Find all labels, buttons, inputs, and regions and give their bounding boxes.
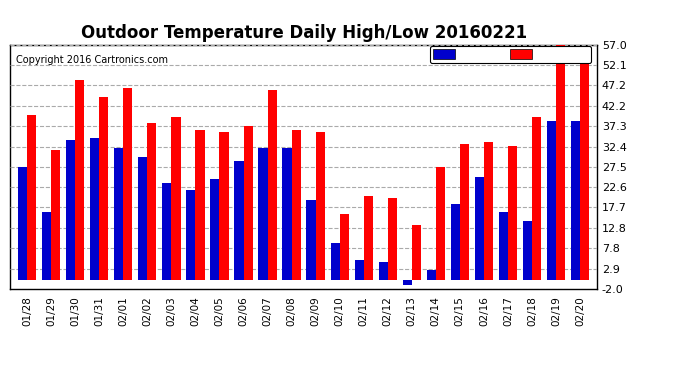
Bar	[484, 142, 493, 280]
Bar	[451, 204, 460, 280]
Bar	[523, 220, 532, 280]
Bar	[171, 117, 181, 280]
Bar	[268, 90, 277, 280]
Bar	[282, 148, 292, 280]
Bar	[412, 225, 421, 280]
Bar	[90, 138, 99, 280]
Bar	[532, 117, 541, 280]
Bar	[556, 43, 565, 280]
Bar	[210, 179, 219, 280]
Bar	[436, 167, 445, 280]
Title: Outdoor Temperature Daily High/Low 20160221: Outdoor Temperature Daily High/Low 20160…	[81, 24, 526, 42]
Bar	[475, 177, 484, 280]
Bar	[219, 132, 228, 280]
Bar	[306, 200, 315, 280]
Bar	[403, 280, 412, 285]
Bar	[331, 243, 339, 280]
Bar	[99, 97, 108, 280]
Bar	[580, 60, 589, 280]
Bar	[186, 190, 195, 280]
Bar	[364, 196, 373, 280]
Bar	[315, 132, 325, 280]
Bar	[138, 156, 148, 280]
Bar	[292, 130, 301, 280]
Bar	[195, 130, 204, 280]
Legend: Low  (°F), High  (°F): Low (°F), High (°F)	[430, 46, 591, 63]
Bar	[148, 123, 157, 280]
Bar	[499, 212, 508, 280]
Bar	[339, 214, 348, 280]
Bar	[66, 140, 75, 280]
Bar	[547, 122, 556, 280]
Bar	[235, 160, 244, 280]
Bar	[388, 198, 397, 280]
Text: Copyright 2016 Cartronics.com: Copyright 2016 Cartronics.com	[17, 55, 168, 65]
Bar	[42, 212, 51, 280]
Bar	[460, 144, 469, 280]
Bar	[162, 183, 171, 280]
Bar	[18, 167, 27, 280]
Bar	[124, 88, 132, 280]
Bar	[27, 115, 37, 280]
Bar	[355, 260, 364, 280]
Bar	[114, 148, 124, 280]
Bar	[379, 262, 388, 280]
Bar	[75, 80, 84, 280]
Bar	[244, 126, 253, 280]
Bar	[571, 122, 580, 280]
Bar	[508, 146, 517, 280]
Bar	[51, 150, 60, 280]
Bar	[426, 270, 436, 280]
Bar	[259, 148, 268, 280]
